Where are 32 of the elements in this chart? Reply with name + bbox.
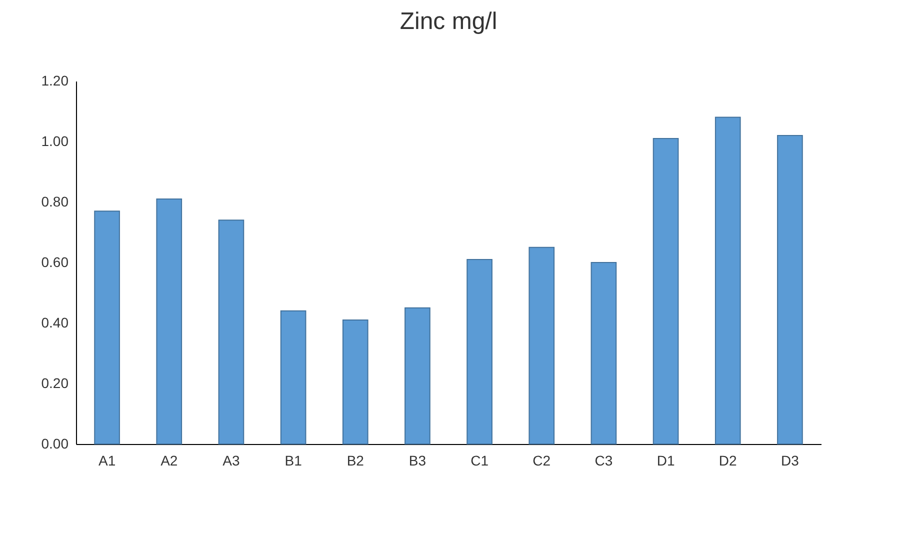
y-tick-label: 0.20 xyxy=(41,375,69,391)
x-tick-label: B1 xyxy=(284,452,302,468)
y-tick-label: 0.40 xyxy=(41,314,69,330)
bar xyxy=(652,138,679,444)
bar xyxy=(590,262,617,444)
y-tick-label: 1.20 xyxy=(41,72,69,88)
x-tick-label: C1 xyxy=(470,452,489,468)
x-tick-label: A2 xyxy=(160,452,178,468)
bar xyxy=(404,307,430,444)
x-tick-label: D1 xyxy=(656,452,675,468)
bar xyxy=(777,134,803,444)
y-tick-label: 0.80 xyxy=(41,194,69,210)
bar xyxy=(156,198,182,444)
y-tick-label: 1.00 xyxy=(41,133,69,149)
bar xyxy=(466,258,492,444)
bar xyxy=(218,220,244,444)
bar xyxy=(528,246,555,444)
y-tick-label: 0.00 xyxy=(41,436,69,452)
x-tick-label: D3 xyxy=(781,452,800,468)
bar xyxy=(94,210,120,444)
chart-title: Zinc mg/l xyxy=(400,8,498,35)
bar xyxy=(714,116,741,444)
x-tick-label: A1 xyxy=(98,452,116,468)
x-tick-label: A3 xyxy=(222,452,240,468)
bar xyxy=(280,310,306,444)
x-tick-label: D2 xyxy=(718,452,738,468)
bar xyxy=(342,319,368,444)
x-tick-label: C3 xyxy=(594,452,613,468)
x-tick-label: B2 xyxy=(346,452,364,468)
x-tick-label: C2 xyxy=(532,452,551,468)
x-tick-label: B3 xyxy=(408,452,426,468)
y-tick-label: 0.60 xyxy=(41,254,69,270)
